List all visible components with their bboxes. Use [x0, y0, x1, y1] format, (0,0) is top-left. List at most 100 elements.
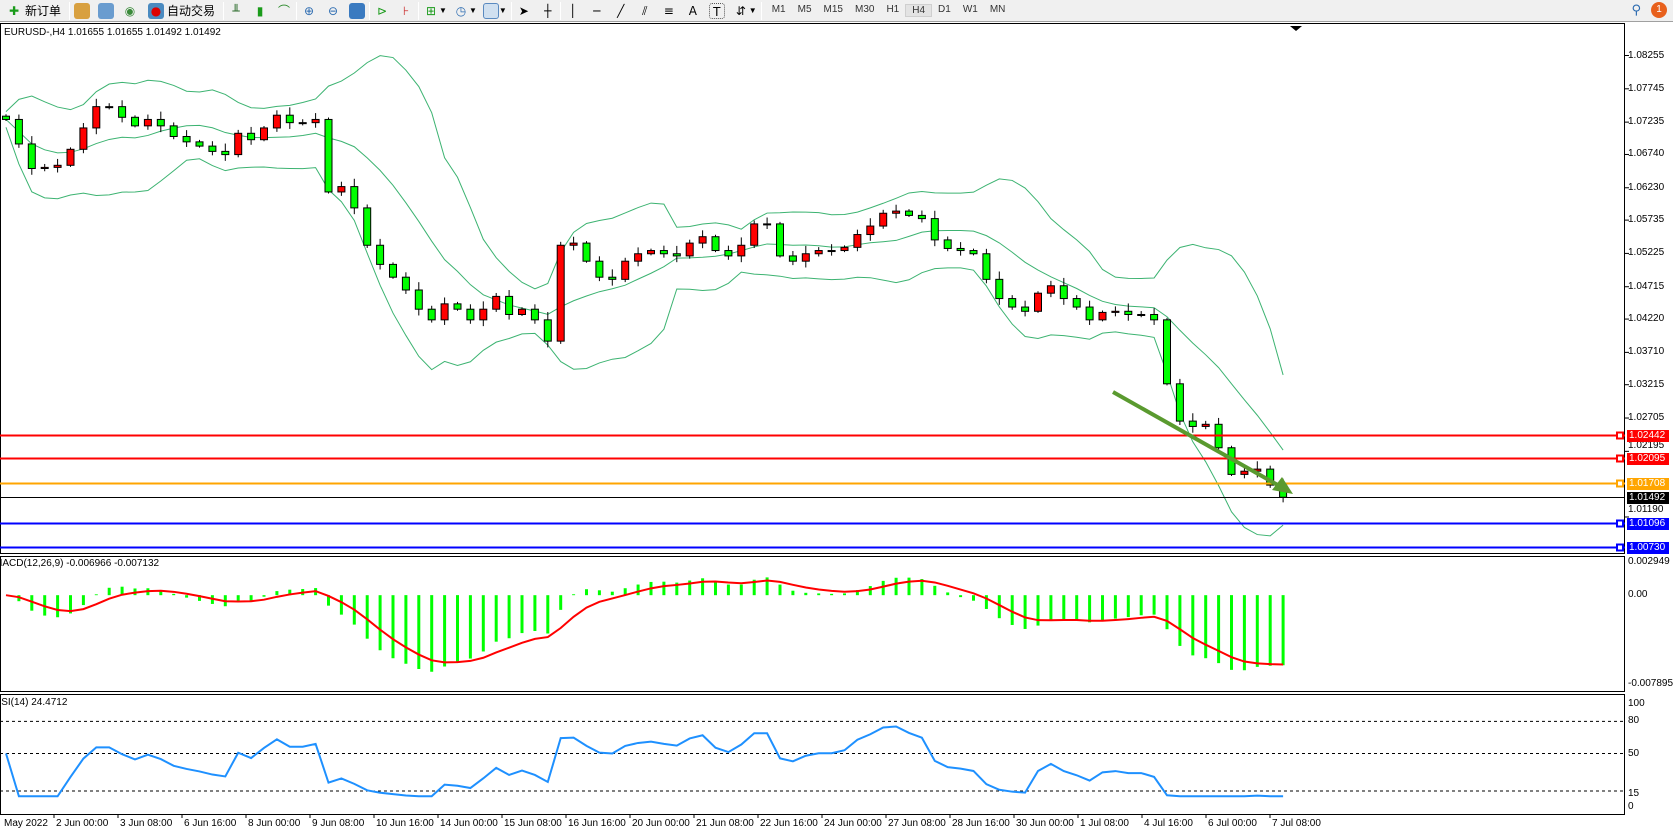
rsi-axis-label: 50 [1628, 747, 1640, 759]
market-watch-icon[interactable] [74, 2, 91, 19]
candle-body [569, 242, 578, 246]
timeframe-m15[interactable]: M15 [823, 4, 843, 15]
candle-body [647, 250, 655, 255]
time-axis-label: 24 Jun 00:00 [824, 818, 882, 829]
zoom-in-icon[interactable]: ⊕ [304, 3, 315, 18]
auto-trading-icon: ● [148, 2, 165, 19]
candle-body [763, 223, 772, 226]
vertical-line-icon[interactable]: │ [569, 3, 577, 18]
rsi-axis-label: 80 [1628, 715, 1640, 727]
pane-border [0, 556, 1625, 692]
toolbar: ✚ 新订单 ◉ ● 自动交易 ╨ ▮ ⌒ ⊕ ⊖ ⊳ ⊦ ⊞ ▼ ◷ ▼ ▼ ➤ ┼ │… [0, 0, 1673, 22]
candle-body [1021, 306, 1030, 312]
candle-body [453, 303, 462, 310]
search-icon[interactable]: ⚲ [1631, 2, 1641, 18]
candle-body [505, 295, 514, 315]
candle-body [595, 260, 604, 278]
autoscroll-icon[interactable]: ⊦ [402, 3, 410, 18]
time-axis-label: 4 Jul 16:00 [1144, 818, 1193, 829]
navigator-icon[interactable] [98, 2, 115, 19]
chart-shift-icon[interactable]: ⊳ [377, 3, 388, 18]
candle-body [272, 114, 281, 129]
candle-body [92, 106, 101, 129]
time-axis-label: 6 Jun 16:00 [184, 818, 237, 829]
chevron-down-icon[interactable]: ▼ [498, 6, 507, 15]
candle-body [698, 236, 707, 244]
signal-icon[interactable]: ◉ [124, 3, 136, 18]
candle-body [247, 132, 256, 141]
price-line-tag: 1.02095 [1627, 452, 1669, 465]
candle-body [1111, 310, 1120, 313]
chart-shift-marker [1290, 26, 1302, 31]
divider [760, 1, 762, 20]
candle-body [530, 308, 539, 321]
timeframe-mn[interactable]: MN [989, 4, 1006, 15]
candle-body [376, 244, 385, 265]
timeframe-d1[interactable]: D1 [938, 4, 951, 15]
chevron-down-icon[interactable]: ▼ [468, 6, 477, 15]
arrows-icon[interactable]: ⇵ [735, 3, 746, 18]
equidistant-channel-icon[interactable]: ⫽ [642, 3, 648, 18]
crosshair-icon[interactable]: ┼ [544, 3, 552, 18]
divider [369, 1, 371, 20]
text-label-icon[interactable]: T [708, 2, 725, 19]
candle-body [879, 212, 888, 227]
timeframe-m30[interactable]: M30 [854, 4, 875, 15]
notification-badge[interactable]: 1 [1651, 2, 1667, 18]
chevron-down-icon[interactable]: ▼ [439, 6, 447, 15]
candle-body [1163, 319, 1171, 385]
time-axis-label: 21 Jun 08:00 [696, 818, 754, 829]
bollinger-middle [5, 119, 1284, 451]
templates-icon[interactable] [482, 2, 499, 19]
candle-body [105, 106, 114, 109]
price-line-tag: 1.01708 [1627, 477, 1669, 490]
trendline-icon[interactable]: ╱ [617, 3, 625, 18]
line-chart-icon[interactable]: ⌒ [278, 3, 291, 18]
timeframe-w1[interactable]: W1 [962, 4, 978, 15]
fibonacci-icon[interactable]: ≡ [663, 3, 674, 18]
candle-body [234, 132, 243, 156]
candle-body [311, 118, 320, 124]
candle-body [1034, 292, 1042, 312]
time-axis-label: 8 Jun 00:00 [248, 818, 301, 829]
periods-clock-icon[interactable]: ◷ [455, 3, 467, 18]
text-icon[interactable]: A [688, 3, 697, 18]
time-axis-label: May 2022 [4, 818, 48, 829]
candle-body [298, 122, 307, 125]
candle-body [221, 150, 230, 156]
candle-body [427, 308, 436, 321]
divider [223, 1, 225, 20]
rsi-axis-label: 100 [1628, 698, 1645, 709]
timeframe-h4[interactable]: H4 [905, 4, 933, 17]
candle-body [930, 218, 939, 241]
auto-trading-button[interactable]: ● 自动交易 [144, 1, 219, 21]
timeframe-m1[interactable]: M1 [771, 4, 786, 15]
tile-windows-icon[interactable] [349, 2, 366, 19]
candle-body [118, 106, 127, 118]
price-axis-label: 1.06740 [1628, 148, 1665, 160]
candle-body [1201, 423, 1210, 427]
timeframe-h1[interactable]: H1 [886, 4, 900, 15]
cursor-icon[interactable]: ➤ [518, 3, 529, 18]
candlestick-chart-icon[interactable]: ▮ [256, 3, 264, 18]
zoom-out-icon[interactable]: ⊖ [328, 3, 339, 18]
time-axis-label: 15 Jun 08:00 [504, 818, 562, 829]
price-axis-label: 1.04715 [1628, 280, 1665, 292]
price-line-tag: 1.00730 [1627, 541, 1669, 554]
candle-body [14, 118, 23, 145]
candle-body [492, 295, 501, 310]
chevron-down-icon[interactable]: ▼ [748, 6, 757, 15]
candle-body [156, 118, 165, 127]
new-order-icon: ✚ [8, 3, 20, 18]
bar-chart-icon[interactable]: ╨ [232, 3, 240, 18]
horizontal-line-icon[interactable]: ─ [593, 3, 601, 18]
price-axis-label: 1.02195 [1628, 440, 1665, 451]
candle-body [350, 186, 359, 209]
new-order-button[interactable]: ✚ 新订单 [2, 1, 65, 21]
candle-body [143, 118, 152, 127]
bollinger-upper [5, 55, 1284, 376]
indicators-icon[interactable]: ⊞ [426, 3, 437, 18]
timeframe-m5[interactable]: M5 [797, 4, 812, 15]
rsi-header: RSI(14) 24.4712 [0, 697, 68, 708]
